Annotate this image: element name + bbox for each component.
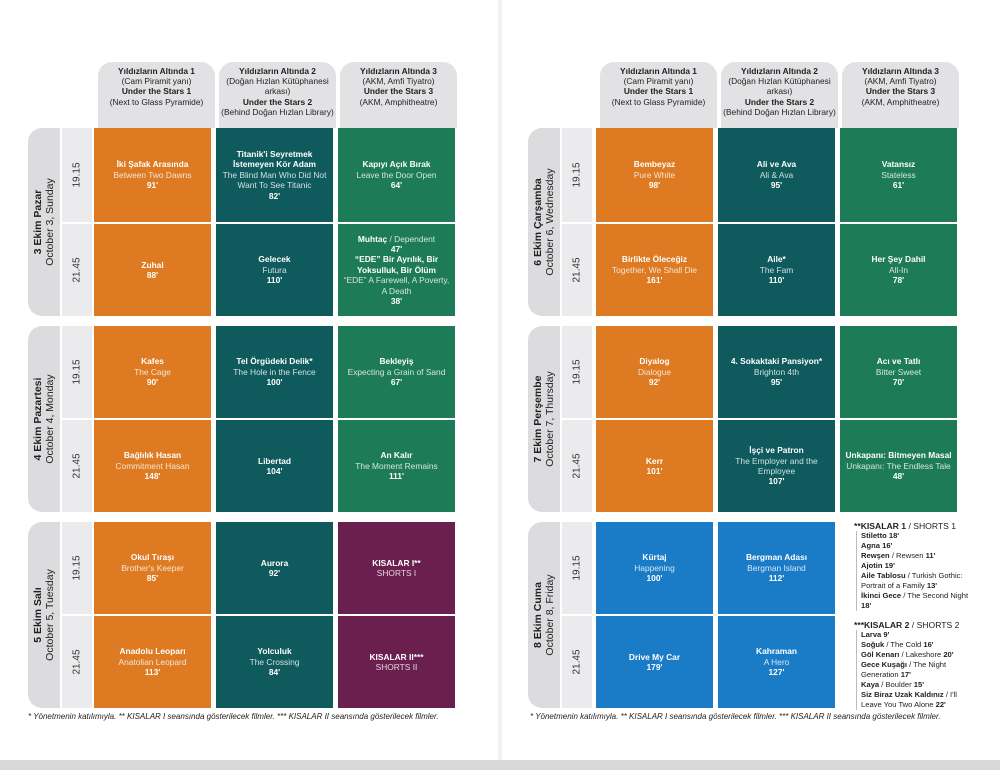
page-fold: [497, 0, 503, 760]
film-cell[interactable]: Aile* The Fam 110': [718, 224, 835, 316]
time-slot: 21.45: [62, 616, 92, 708]
film-cell[interactable]: Titanik'i Seyretmek İstemeyen Kör Adam Th…: [216, 128, 333, 222]
time-slot: 19.15: [562, 128, 592, 222]
list-item: Rewşen / Rewsen 11': [861, 551, 936, 560]
film-cell[interactable]: Okul Tıraşı Brother's Keeper 85': [94, 522, 211, 614]
venue-header-2: Yıldızların Altında 2 (Doğan Hızlan Kütüp…: [721, 62, 838, 128]
film-cell[interactable]: Kafes The Cage 90': [94, 326, 211, 418]
list-item: Agna 16': [861, 541, 893, 550]
venue-header-1: Yıldızların Altında 1 (Cam Piramit yanı) U…: [600, 62, 717, 128]
day-label-oct7: 7 Ekim Perşembe October 7, Thursday: [528, 326, 560, 512]
day-label-oct3: 3 Ekim Pazar October 3, Sunday: [28, 128, 60, 316]
film-cell[interactable]: 4. Sokaktaki Pansiyon* Brighton 4th 95': [718, 326, 835, 418]
film-cell[interactable]: Acı ve Tatlı Bitter Sweet 70': [840, 326, 957, 418]
film-cell[interactable]: Kapıyı Açık Bırak Leave the Door Open 64': [338, 128, 455, 222]
film-cell[interactable]: Yolculuk The Crossing 84': [216, 616, 333, 708]
time-slot: 19.15: [562, 522, 592, 614]
time-slot: 19.15: [562, 326, 592, 418]
footnote: * Yönetmenin katılımıyla. ** KISALAR I s…: [530, 712, 941, 721]
film-cell[interactable]: Tel Örgüdeki Delik* The Hole in the Fence…: [216, 326, 333, 418]
film-cell[interactable]: An Kalır The Moment Remains 111': [338, 420, 455, 512]
list-item: Ajotin 19': [861, 561, 895, 570]
film-cell[interactable]: Birlikte Öleceğiz Together, We Shall Die 1…: [596, 224, 713, 316]
list-item: Gece Kuşağı / The Night Generation 17': [861, 660, 947, 679]
time-slot: 21.45: [62, 420, 92, 512]
film-cell[interactable]: Her Şey Dahil All-In 78': [840, 224, 957, 316]
list-item: Siz Biraz Uzak Kaldınız / I'll Leave You…: [861, 690, 957, 709]
list-item: Aile Tablosu / Turkish Gothic: Portrait …: [861, 571, 963, 590]
list-item: Soğuk / The Cold 16': [861, 640, 934, 649]
film-cell[interactable]: Aurora 92': [216, 522, 333, 614]
film-cell[interactable]: Drive My Car 179': [596, 616, 713, 708]
film-cell[interactable]: Ali ve Ava Ali & Ava 95': [718, 128, 835, 222]
list-item: Kaya / Boulder 15': [861, 680, 925, 689]
day-label-oct5: 5 Ekim Salı October 5, Tuesday: [28, 522, 60, 708]
venue-header-3: Yıldızların Altında 3 (AKM, Amfi Tiyatro)…: [842, 62, 959, 128]
film-cell[interactable]: İki Şafak Arasında Between Two Dawns 91': [94, 128, 211, 222]
film-cell[interactable]: Libertad 104': [216, 420, 333, 512]
list-item: Göl Kenarı / Lakeshore 20': [861, 650, 954, 659]
film-cell[interactable]: Gelecek Futura 110': [216, 224, 333, 316]
film-cell[interactable]: KISALAR I** SHORTS I: [338, 522, 455, 614]
film-cell[interactable]: Kerr 101': [596, 420, 713, 512]
footnote: * Yönetmenin katılımıyla. ** KISALAR I s…: [28, 712, 439, 721]
time-slot: 19.15: [62, 522, 92, 614]
shorts-2-list: ***KISALAR 2 / SHORTS 2 Larva 9' Soğuk /…: [854, 620, 972, 710]
time-slot: 21.45: [562, 616, 592, 708]
film-cell[interactable]: Kürtaj Happening 100': [596, 522, 713, 614]
film-cell[interactable]: Bekleyiş Expecting a Grain of Sand 67': [338, 326, 455, 418]
list-item: İkinci Gece / The Second Night 18': [861, 591, 969, 610]
day-label-oct4: 4 Ekim Pazartesi October 4, Monday: [28, 326, 60, 512]
list-item: Larva 9': [861, 630, 890, 639]
venue-header-2: Yıldızların Altında 2 (Doğan Hızlan Kütüp…: [219, 62, 336, 128]
day-label-oct6: 6 Ekim Çarşamba October 6, Wednesday: [528, 128, 560, 316]
film-cell[interactable]: KISALAR II*** SHORTS II: [338, 616, 455, 708]
film-cell[interactable]: Bağlılık Hasan Commitment Hasan 148': [94, 420, 211, 512]
day-label-oct8: 8 Ekim Cuma October 8, Friday: [528, 522, 560, 708]
film-cell[interactable]: Unkapanı: Bitmeyen Masal Unkapanı: The En…: [840, 420, 957, 512]
film-cell[interactable]: Anadolu Leoparı Anatolian Leopard 113': [94, 616, 211, 708]
film-cell[interactable]: Bembeyaz Pure White 98': [596, 128, 713, 222]
film-cell[interactable]: Zuhal 88': [94, 224, 211, 316]
time-slot: 19.15: [62, 326, 92, 418]
film-cell[interactable]: Kahraman A Hero 127': [718, 616, 835, 708]
venue-header-1: Yıldızların Altında 1 (Cam Piramit yanı) U…: [98, 62, 215, 128]
shorts-1-list: **KISALAR 1 / SHORTS 1 Stiletto 18' Agna…: [854, 521, 972, 611]
list-item: Stiletto 18': [861, 531, 900, 540]
film-cell[interactable]: İşçi ve Patron The Employer and the Emplo…: [718, 420, 835, 512]
time-slot: 19.15: [62, 128, 92, 222]
time-slot: 21.45: [562, 420, 592, 512]
film-cell[interactable]: Vatansız Stateless 61': [840, 128, 957, 222]
film-cell[interactable]: Diyalog Dialogue 92': [596, 326, 713, 418]
schedule-page-left: Yıldızların Altında 1 (Cam Piramit yanı) U…: [0, 0, 500, 760]
time-slot: 21.45: [62, 224, 92, 316]
film-cell[interactable]: Bergman Adası Bergman Island 112': [718, 522, 835, 614]
time-slot: 21.45: [562, 224, 592, 316]
venue-header-3: Yıldızların Altında 3 (AKM, Amfi Tiyatro)…: [340, 62, 457, 128]
film-cell[interactable]: Muhtaç / Dependent 47' “EDE” Bir Ayrılık…: [338, 224, 455, 316]
schedule-page-right: Yıldızların Altında 1 (Cam Piramit yanı) U…: [500, 0, 1000, 760]
bottom-bar: [0, 760, 1000, 770]
